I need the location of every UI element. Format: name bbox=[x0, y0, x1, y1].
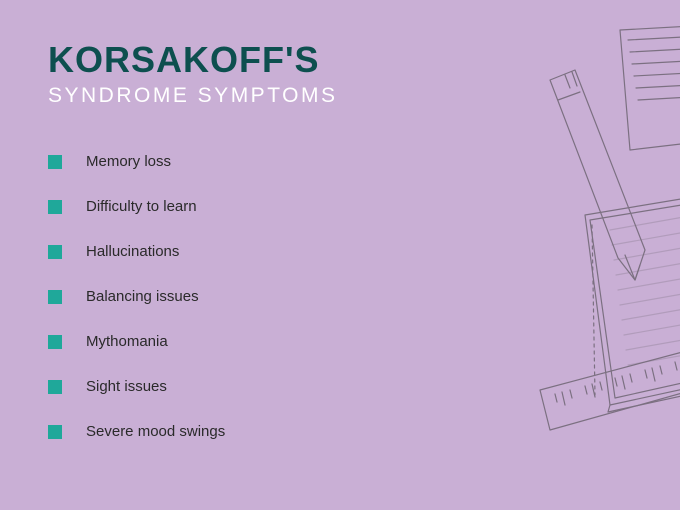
symptom-list: Memory loss Difficulty to learn Hallucin… bbox=[48, 153, 632, 440]
symptom-label: Balancing issues bbox=[86, 288, 199, 305]
list-item: Sight issues bbox=[48, 378, 632, 395]
symptom-label: Hallucinations bbox=[86, 243, 179, 260]
title-main: KORSAKOFF'S bbox=[48, 42, 632, 78]
bullet-icon bbox=[48, 155, 62, 169]
list-item: Difficulty to learn bbox=[48, 198, 632, 215]
bullet-icon bbox=[48, 380, 62, 394]
title-sub: SYNDROME SYMPTOMS bbox=[48, 84, 632, 108]
list-item: Severe mood swings bbox=[48, 423, 632, 440]
bullet-icon bbox=[48, 245, 62, 259]
content-container: KORSAKOFF'S SYNDROME SYMPTOMS Memory los… bbox=[0, 0, 680, 510]
list-item: Memory loss bbox=[48, 153, 632, 170]
bullet-icon bbox=[48, 290, 62, 304]
list-item: Hallucinations bbox=[48, 243, 632, 260]
symptom-label: Mythomania bbox=[86, 333, 168, 350]
symptom-label: Difficulty to learn bbox=[86, 198, 197, 215]
bullet-icon bbox=[48, 200, 62, 214]
list-item: Mythomania bbox=[48, 333, 632, 350]
bullet-icon bbox=[48, 425, 62, 439]
list-item: Balancing issues bbox=[48, 288, 632, 305]
symptom-label: Memory loss bbox=[86, 153, 171, 170]
symptom-label: Severe mood swings bbox=[86, 423, 225, 440]
bullet-icon bbox=[48, 335, 62, 349]
symptom-label: Sight issues bbox=[86, 378, 167, 395]
